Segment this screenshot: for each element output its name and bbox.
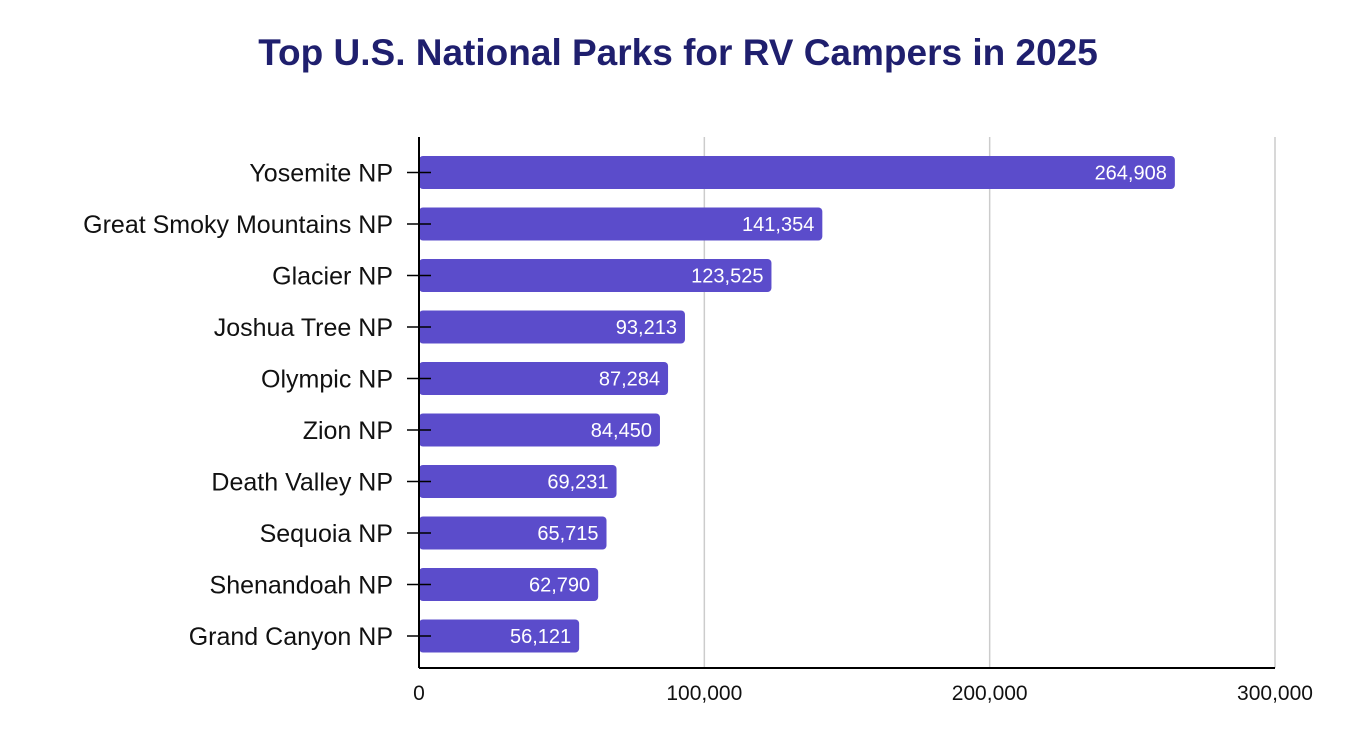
data-label: 141,354 bbox=[742, 214, 814, 236]
category-label: Death Valley NP bbox=[211, 469, 393, 497]
axes bbox=[407, 137, 1275, 669]
category-label: Sequoia NP bbox=[260, 520, 393, 548]
category-label: Glacier NP bbox=[272, 263, 393, 291]
data-label: 264,908 bbox=[1095, 163, 1167, 185]
x-tick-label: 0 bbox=[413, 682, 425, 705]
bar bbox=[419, 619, 580, 653]
bar bbox=[419, 568, 599, 601]
category-label: Zion NP bbox=[303, 417, 393, 445]
data-label: 84,450 bbox=[591, 420, 652, 442]
bar bbox=[419, 362, 669, 395]
bar bbox=[419, 259, 772, 292]
data-label: 93,213 bbox=[616, 317, 677, 339]
x-tick-label: 300,000 bbox=[1237, 682, 1313, 705]
bar bbox=[419, 516, 607, 550]
data-label: 65,715 bbox=[537, 523, 598, 545]
category-label: Shenandoah NP bbox=[210, 572, 393, 600]
data-label: 123,525 bbox=[691, 266, 763, 288]
bar bbox=[419, 465, 617, 498]
bars bbox=[419, 156, 1175, 653]
category-label: Joshua Tree NP bbox=[214, 314, 393, 342]
category-label: Grand Canyon NP bbox=[189, 623, 393, 651]
x-tick-label: 200,000 bbox=[952, 682, 1028, 705]
bar bbox=[419, 207, 823, 241]
data-label: 69,231 bbox=[547, 472, 608, 494]
category-label: Olympic NP bbox=[261, 366, 393, 394]
data-label: 56,121 bbox=[510, 626, 571, 648]
x-tick-label: 100,000 bbox=[666, 682, 742, 705]
data-label: 62,790 bbox=[529, 575, 590, 597]
bar bbox=[419, 156, 1175, 189]
bar bbox=[419, 310, 685, 344]
bar bbox=[419, 413, 660, 447]
data-label: 87,284 bbox=[599, 369, 660, 391]
category-label: Great Smoky Mountains NP bbox=[83, 211, 393, 239]
labels: 0 100,000 200,000 300,000 Yosemite NP 264,908… bbox=[83, 160, 1313, 706]
category-label: Yosemite NP bbox=[249, 160, 393, 188]
chart-title: Top U.S. National Parks for RV Campers i… bbox=[258, 32, 1098, 73]
